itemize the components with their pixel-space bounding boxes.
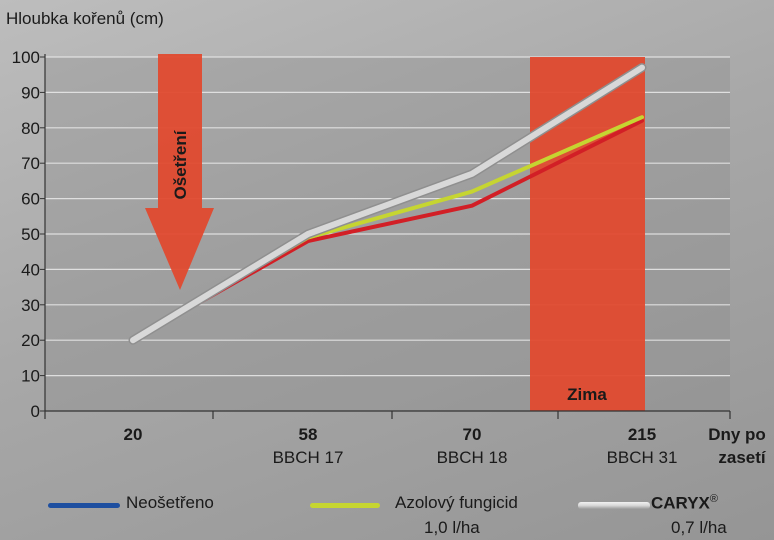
legend-sub-caryx: 0,7 l/ha (671, 518, 727, 537)
legend-swatch-neosetreno (48, 503, 120, 508)
x-axis-label-line1: Dny po (708, 425, 766, 444)
treatment-arrow-label: Ošetření (171, 129, 190, 199)
x-tick-sub-70: BBCH 18 (437, 448, 508, 467)
winter-band-label: Zima (567, 385, 607, 404)
x-tick-sub-58: BBCH 17 (273, 448, 344, 467)
treatment-arrow (145, 54, 214, 290)
y-tick-label-80: 80 (21, 119, 40, 138)
series-line-caryx (130, 64, 645, 344)
y-axis-label: Hloubka kořenů (cm) (6, 9, 164, 28)
legend-label-caryx: CARYX® (651, 493, 718, 514)
legend-swatch-caryx (578, 502, 650, 509)
y-tick-label-30: 30 (21, 296, 40, 315)
winter-band (530, 57, 645, 411)
y-tick-label-50: 50 (21, 225, 40, 244)
y-tick-label-40: 40 (21, 260, 40, 279)
line-chart: Zima Ošetření 0 10 20 30 40 50 60 70 80 90 100 20 58 B… (12, 48, 767, 467)
y-tick-label-60: 60 (21, 190, 40, 209)
y-tick-label-90: 90 (21, 83, 40, 102)
y-tick-label-0: 0 (31, 402, 40, 421)
legend: Neošetřeno Azolový fungicid 1,0 l/ha CAR… (0, 488, 774, 540)
x-tick-label-58: 58 (299, 425, 318, 444)
x-tick-label-20: 20 (124, 425, 143, 444)
x-tick-label-70: 70 (463, 425, 482, 444)
y-tick-label-20: 20 (21, 331, 40, 350)
y-tick-label-70: 70 (21, 154, 40, 173)
y-tick-label-100: 100 (12, 48, 40, 67)
x-tick-sub-215: BBCH 31 (607, 448, 678, 467)
x-axis-label-line2: zasetí (718, 448, 767, 467)
legend-sub-azolovy: 1,0 l/ha (424, 518, 480, 537)
legend-label-azolovy: Azolový fungicid (395, 493, 518, 512)
legend-label-neosetreno: Neošetřeno (126, 493, 214, 512)
legend-caryx-mark: ® (709, 493, 718, 505)
legend-swatch-azolovy (310, 503, 380, 508)
legend-caryx-name: CARYX (651, 493, 710, 513)
x-tick-label-215: 215 (628, 425, 656, 444)
y-tick-label-10: 10 (21, 367, 40, 386)
